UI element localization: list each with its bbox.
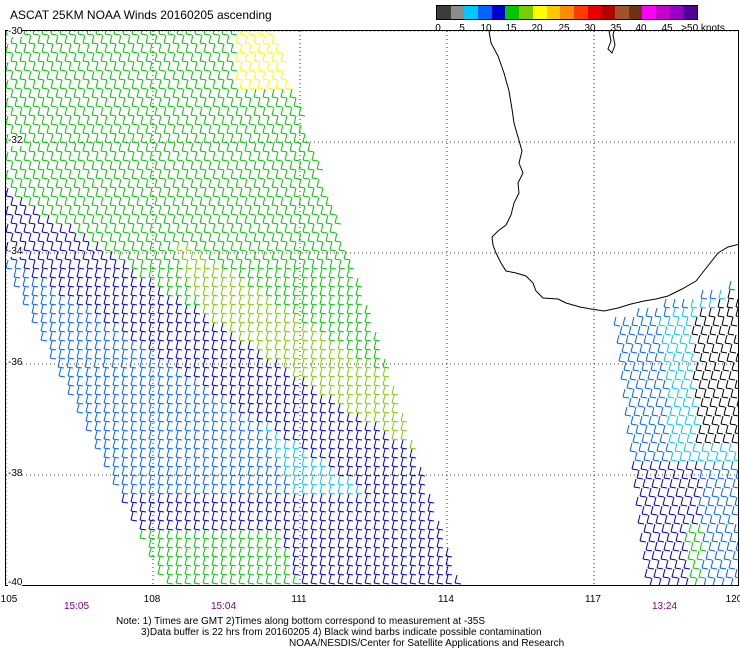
latitude-label: -36: [8, 357, 23, 368]
longitude-label: 120: [725, 594, 740, 605]
legend-swatch: [683, 6, 698, 19]
wind-barb-group: [631, 460, 704, 585]
legend-swatch: [491, 6, 506, 19]
page-title: ASCAT 25KM NOAA Winds 20160205 ascending: [10, 8, 272, 22]
wind-barb-group: [6, 31, 390, 585]
longitude-label: 111: [291, 594, 307, 605]
wind-barb-group: [658, 289, 738, 462]
longitude-label: 114: [438, 594, 454, 605]
legend-swatch: [656, 6, 670, 19]
legend-label: 5: [459, 23, 465, 34]
legend-swatch: [573, 6, 588, 19]
legend-swatch: [450, 6, 465, 19]
wind-barb-group: [176, 241, 417, 450]
legend-swatch: [601, 6, 615, 19]
legend-swatch: [478, 6, 492, 19]
legend-swatch: [437, 6, 451, 19]
legend-swatch: [464, 6, 479, 19]
legend-label: 45: [661, 23, 673, 34]
coastline-inlet: [607, 31, 616, 54]
note-line-3: NOAA/NESDIS/Center for Satellite Applica…: [289, 638, 565, 649]
legend-label: 20: [531, 23, 543, 34]
legend-swatch: [532, 6, 547, 19]
legend-label: 30: [584, 23, 596, 34]
wind-speed-legend: 0 5 10 15 20 25 30 35 40 45 >50 knots: [435, 5, 725, 35]
latitude-label: -40: [8, 577, 23, 588]
pass-time-label: 15:05: [63, 601, 90, 612]
wind-barb-group: [691, 289, 738, 444]
latitude-label: -32: [8, 135, 23, 146]
legend-label: 10: [480, 23, 492, 34]
wind-barb-group: [684, 523, 707, 585]
lat-lon-grid: [6, 31, 738, 585]
australia-coastline: [488, 31, 738, 312]
wind-swath-west: [6, 31, 462, 585]
wind-barb-group: [613, 280, 738, 585]
legend-swatch: [628, 6, 643, 19]
pass-time-label: 15:04: [210, 601, 237, 612]
longitude-label: 117: [585, 594, 601, 605]
wind-barb-group: [6, 259, 291, 495]
legend-swatch: [614, 6, 629, 19]
legend-swatch: [546, 6, 561, 19]
legend-swatch: [519, 6, 533, 19]
note-line-1: Note: 1) Times are GMT 2)Times along bot…: [116, 616, 486, 627]
legend-label: 15: [505, 23, 517, 34]
latitude-label: -34: [8, 246, 23, 257]
wind-swath-east: [613, 280, 738, 585]
legend-label: 35: [610, 23, 622, 34]
legend-swatch: [669, 6, 684, 19]
legend-label: 25: [558, 23, 570, 34]
note-line-2: 3)Data buffer is 22 hrs from 20160205 4)…: [141, 627, 542, 638]
legend-swatch: [587, 6, 602, 19]
legend-color-bar: [436, 5, 698, 20]
wind-barb-group: [6, 187, 462, 585]
legend-label: 0: [435, 23, 441, 34]
legend-swatch: [642, 6, 656, 19]
latitude-label: -30: [8, 26, 23, 37]
legend-swatch: [560, 6, 574, 19]
legend-label: 40: [635, 23, 647, 34]
wind-barb-group: [265, 421, 363, 495]
legend-swatch: [505, 6, 520, 19]
legend-label: >50 knots: [681, 23, 725, 34]
latitude-label: -38: [8, 468, 23, 479]
longitude-label: 108: [143, 594, 161, 605]
wind-barb-group: [235, 31, 292, 90]
longitude-label: 105: [0, 594, 18, 605]
wind-map[interactable]: [6, 31, 739, 586]
map-panel[interactable]: [5, 30, 739, 586]
pass-time-label: 13:24: [651, 601, 678, 612]
